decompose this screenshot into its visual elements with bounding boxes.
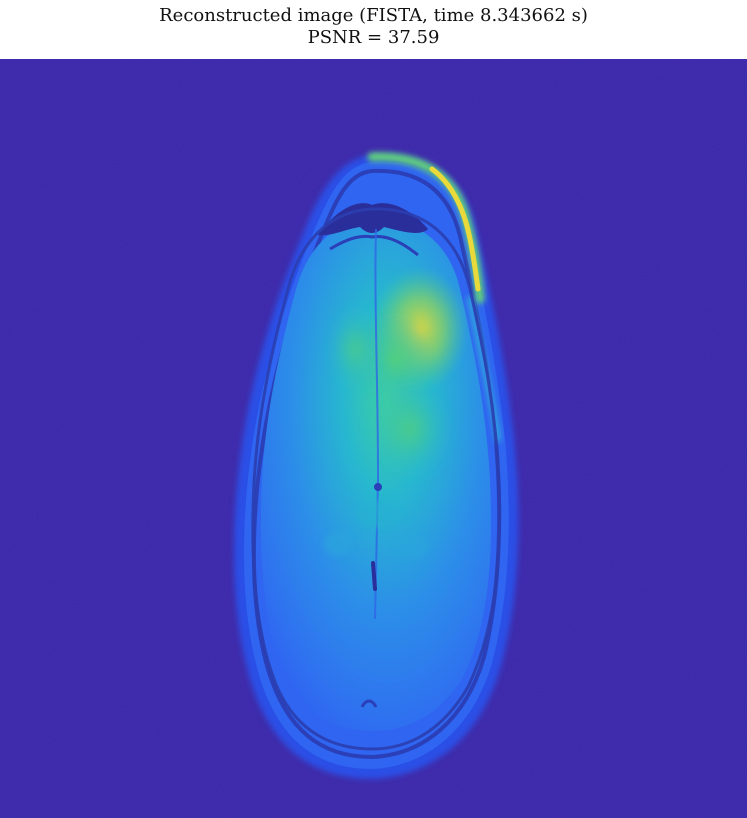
skull-ring [251, 207, 502, 751]
brain-tissue [260, 203, 492, 731]
figure-title: Reconstructed image (FISTA, time 8.34366… [0, 5, 747, 49]
title-line-2: PSNR = 37.59 [307, 27, 440, 48]
title-line-1: Reconstructed image (FISTA, time 8.34366… [159, 5, 588, 26]
reconstructed-image [0, 59, 747, 818]
rim-highlight-yellow [429, 166, 481, 292]
mri-image [0, 59, 747, 818]
